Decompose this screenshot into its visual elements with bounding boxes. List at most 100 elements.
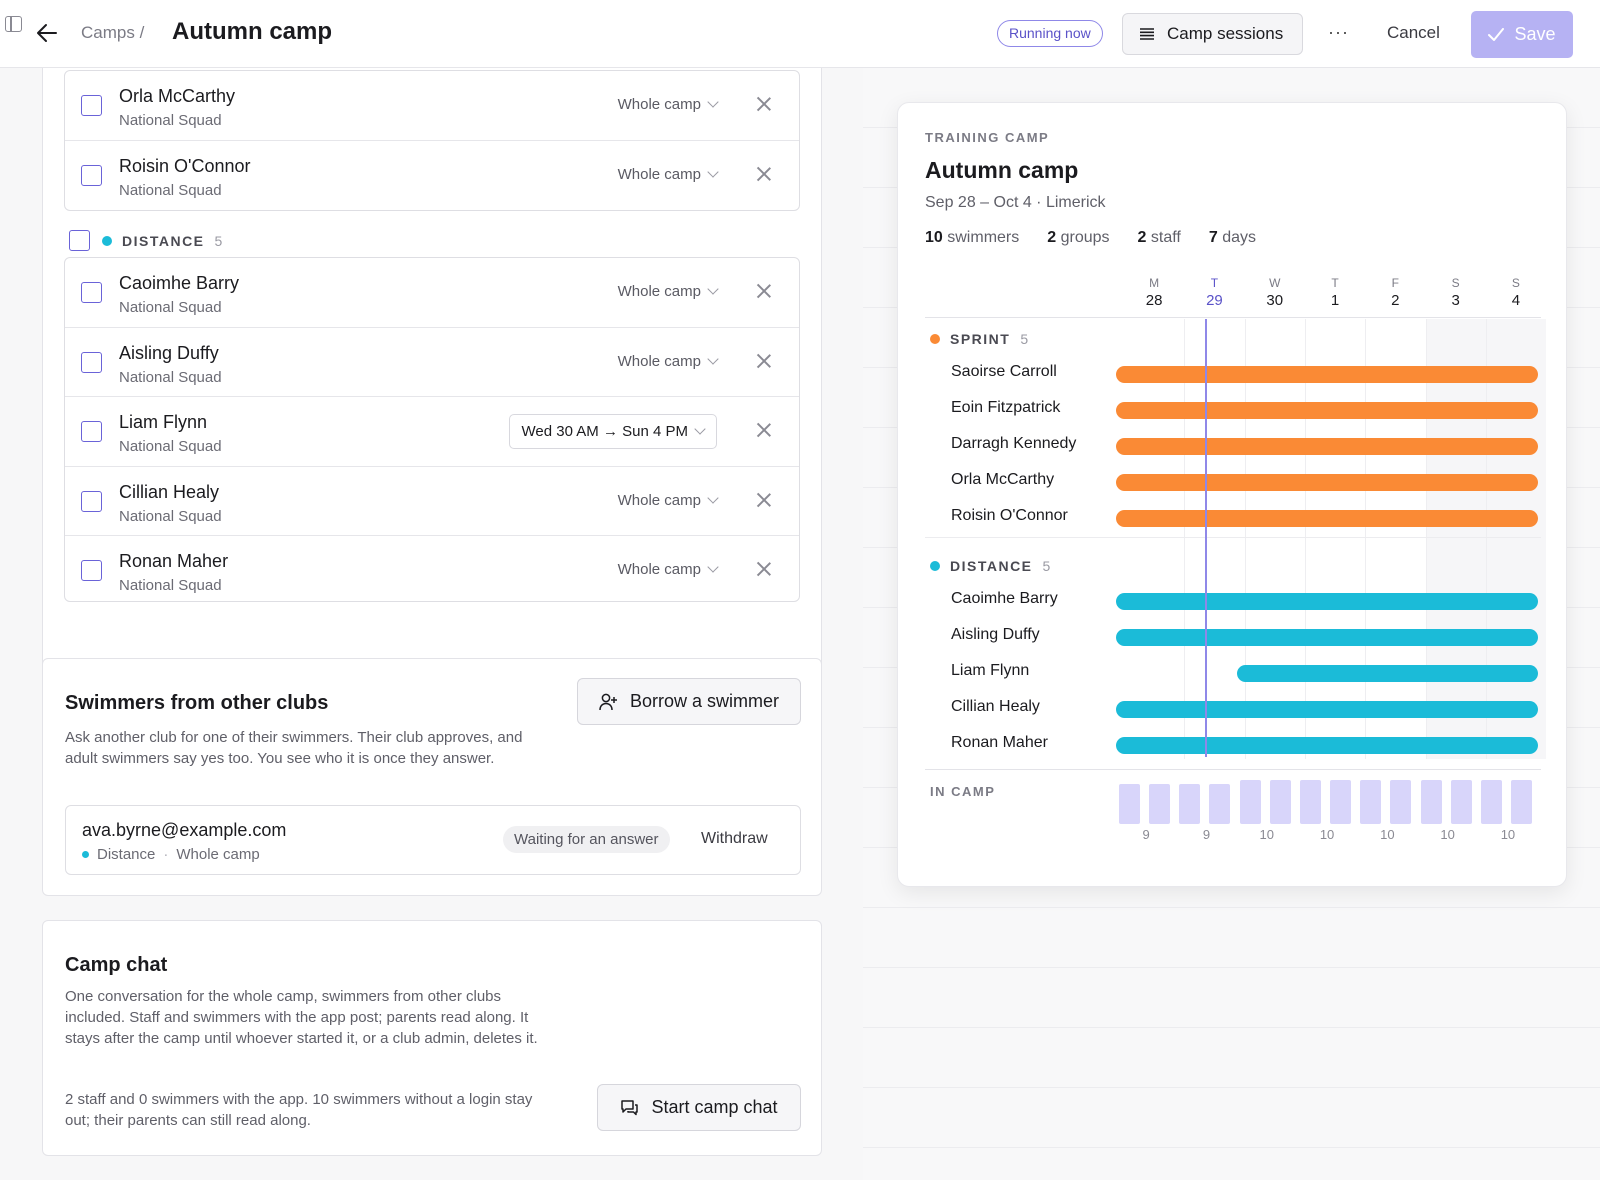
row-checkbox[interactable] [81,282,102,303]
in-camp-bar [1299,780,1321,824]
sidebar-toggle-icon[interactable] [5,16,22,32]
chevron-down-icon [707,352,719,365]
timeline-swimmer-name: Aisling Duffy [951,626,1040,643]
roster-panel: Orla McCarthy National Squad Whole camp … [0,48,863,1180]
day-header: M 28 [1134,276,1174,309]
range-dropdown[interactable]: Whole camp [618,165,719,183]
timeline-swimmer-name: Roisin O'Connor [951,507,1068,524]
camp-chat-card: Camp chat One conversation for the whole… [42,920,822,1156]
close-icon[interactable] [757,97,771,111]
preview-panel: TRAINING CAMP Autumn camp Sep 28 – Oct 4… [863,68,1600,1180]
other-clubs-description: Ask another club for one of their swimme… [65,729,523,767]
invite-email: ava.byrne@example.com [82,820,287,840]
chevron-down-icon [707,96,719,108]
in-camp-bar [1450,780,1472,824]
row-checkbox[interactable] [81,560,102,581]
close-icon[interactable] [757,284,771,298]
row-checkbox[interactable] [81,164,102,186]
chevron-down-icon [707,283,719,295]
save-label: Save [1514,24,1556,44]
range-dropdown[interactable]: Whole camp [618,561,719,578]
swimmer-squad: National Squad [119,577,222,594]
breadcrumb[interactable]: Camps / [81,23,145,42]
day-gridline [1184,319,1186,759]
timeline-swimmer-name: Orla McCarthy [951,471,1055,488]
timeline-swimmer-name: Eoin Fitzpatrick [951,399,1061,416]
withdraw-button[interactable]: Withdraw [701,830,768,847]
close-icon[interactable] [757,493,771,507]
chevron-down-icon [707,165,719,178]
in-camp-bar [1390,780,1412,824]
day-letter: S [1451,276,1460,290]
close-icon[interactable] [757,562,771,576]
day-letter: T [1331,276,1339,290]
attendance-bar [1116,474,1539,491]
in-camp-count: 10 [1500,827,1516,842]
camp-sessions-button[interactable]: Camp sessions [1122,13,1303,55]
swimmer-name: Cillian Healy [119,481,220,502]
other-clubs-card: Swimmers from other clubs Ask another cl… [42,658,822,896]
back-arrow-icon[interactable] [36,20,58,46]
timeline-swimmer-name: Saoirse Carroll [951,363,1057,380]
attendance-bar [1116,593,1539,610]
preview-title: Autumn camp [925,157,1079,183]
stat-swimmers: 10 swimmers [925,229,1020,246]
distance-group-header: DISTANCE 5 [69,230,222,251]
chat-icon [621,1100,639,1116]
swimmer-squad: National Squad [119,299,222,316]
invite-range: Whole camp [176,846,260,863]
check-icon [1488,28,1505,41]
start-camp-chat-label: Start camp chat [651,1097,778,1117]
list-item: Roisin O'Connor National Squad Whole cam… [65,141,799,211]
list-icon [1140,28,1154,40]
close-icon[interactable] [757,167,771,181]
range-label: Whole camp [617,352,701,370]
swimmer-name: Aisling Duffy [119,342,219,363]
range-dropdown[interactable]: Wed 30 AM → Sun 4 PM [508,414,717,449]
group-divider [925,537,1541,538]
row-checkbox[interactable] [81,95,102,116]
close-icon[interactable] [757,423,771,437]
close-icon[interactable] [757,354,771,368]
day-letter: S [1511,276,1520,290]
cancel-button[interactable]: Cancel [1387,23,1440,42]
list-item: Aisling Duffy National Squad Whole camp [65,328,799,397]
timeline-swimmer-name: Cillian Healy [951,698,1040,715]
list-item: Orla McCarthy National Squad Whole camp [65,71,799,141]
timeline-swimmer-name: Darragh Kennedy [951,435,1077,452]
list-item: Liam Flynn National Squad Wed 30 AM → Su… [65,397,799,467]
row-checkbox[interactable] [81,490,102,512]
day-gridline [1244,319,1246,759]
row-checkbox[interactable] [81,351,102,373]
range-dropdown[interactable]: Whole camp [617,352,719,370]
in-camp-bar [1330,780,1352,824]
start-camp-chat-button[interactable]: Start camp chat [597,1084,801,1131]
row-checkbox[interactable] [81,421,102,442]
in-camp-bar [1360,780,1382,824]
group-label: DISTANCE [122,232,205,249]
timeline-swimmer-name: Caoimhe Barry [951,590,1058,607]
day-number: 2 [1391,292,1400,309]
day-letter: M [1149,276,1160,290]
weekend-shade [1485,319,1547,759]
day-letter: T [1210,276,1219,290]
in-camp-count: 10 [1319,827,1335,842]
in-camp-count: 10 [1440,827,1455,842]
borrow-swimmer-button[interactable]: Borrow a swimmer [577,678,801,725]
in-camp-bar [1269,780,1291,824]
range-dropdown[interactable]: Whole camp [617,283,719,300]
swimmer-squad: National Squad [119,368,222,386]
range-label: Whole camp [617,283,701,300]
range-dropdown[interactable]: Whole camp [618,492,719,509]
range-dropdown[interactable]: Whole camp [617,96,719,113]
day-header: W 30 [1255,276,1295,309]
more-options-icon[interactable]: ··· [1328,22,1349,42]
borrow-swimmer-label: Borrow a swimmer [629,691,780,711]
group-checkbox[interactable] [69,230,90,251]
day-number: 29 [1206,292,1223,309]
save-button[interactable]: Save [1471,11,1573,58]
range-label: Whole camp [617,96,701,113]
swimmer-name: Caoimhe Barry [119,273,240,293]
